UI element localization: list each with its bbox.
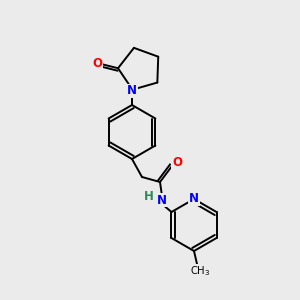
Text: N: N <box>189 193 199 206</box>
Text: H: H <box>144 190 154 203</box>
Text: N: N <box>127 85 137 98</box>
Text: CH$_3$: CH$_3$ <box>190 264 210 278</box>
Text: O: O <box>92 57 102 70</box>
Text: N: N <box>157 194 167 206</box>
Text: O: O <box>172 157 182 169</box>
